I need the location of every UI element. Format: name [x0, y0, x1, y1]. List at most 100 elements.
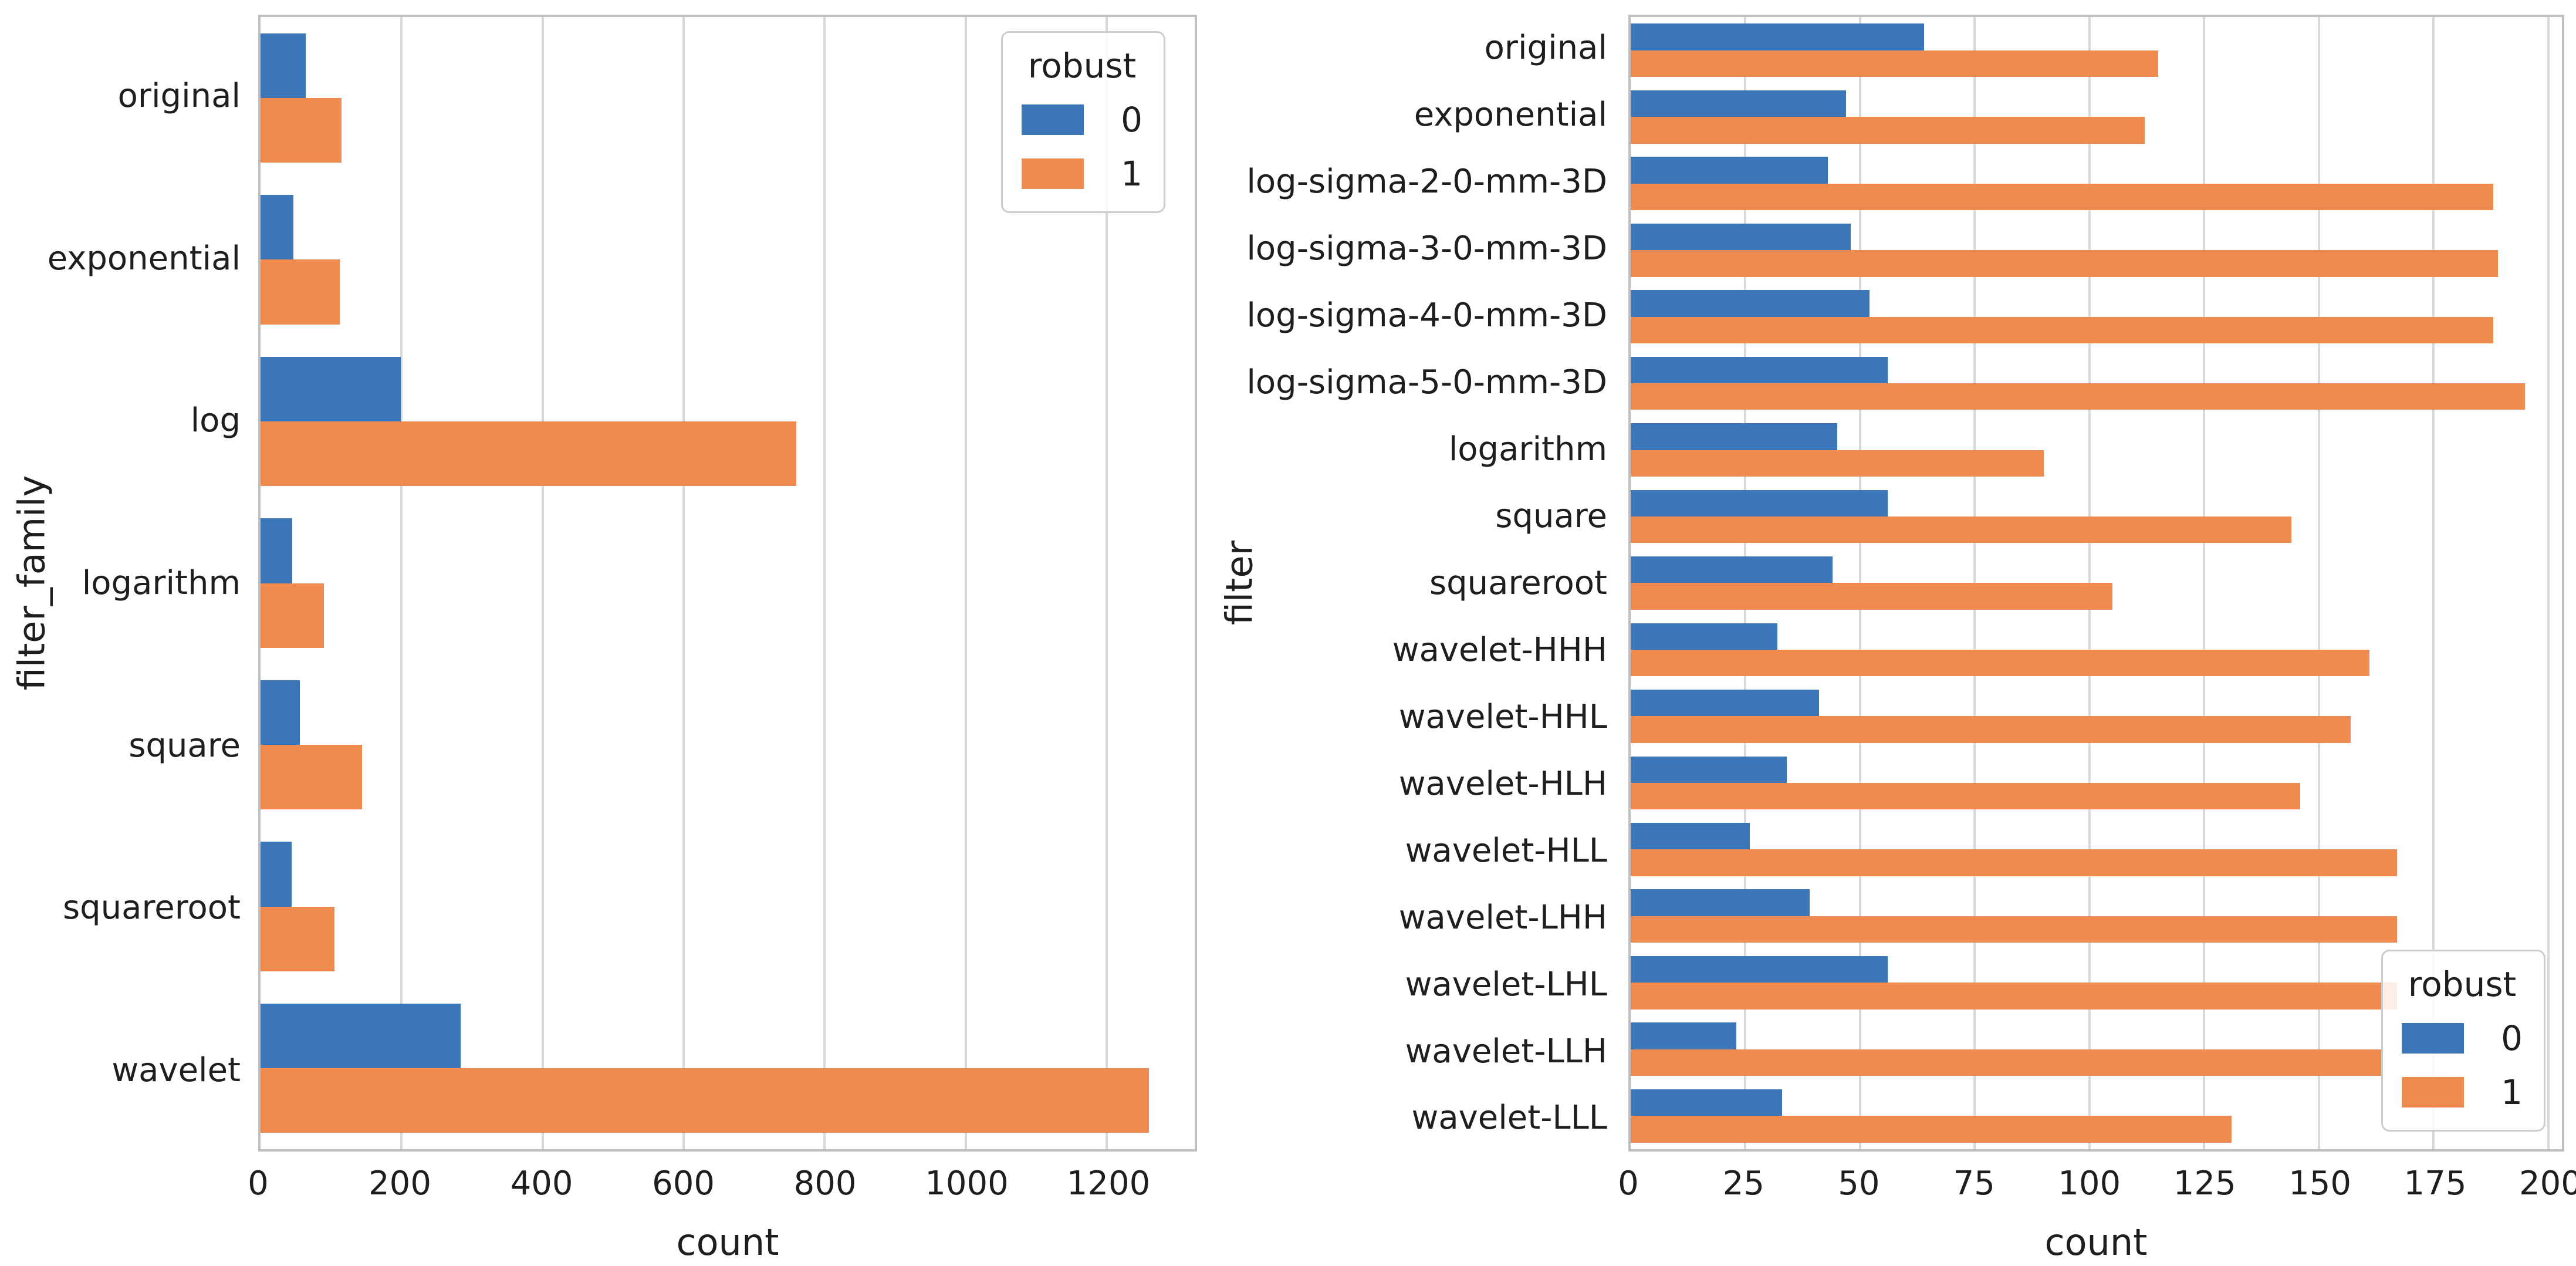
x-tick-label-175: 175	[2403, 1164, 2467, 1203]
category-label-log-sigma-4-0-mm-3D: log-sigma-4-0-mm-3D	[1246, 296, 1607, 335]
bar-squareroot-robust-0	[261, 842, 292, 907]
x-tick-label-1000: 1000	[925, 1164, 1009, 1203]
bar-wavelet-LLH-robust-1	[1631, 1049, 2384, 1076]
bar-square-robust-0	[1631, 489, 1888, 517]
legend: robust 0 1	[2381, 950, 2545, 1132]
x-tick-label-200: 200	[369, 1164, 431, 1203]
x-axis-ticks: 0 200 400 600 800 1000 1200	[248, 1164, 1197, 1207]
bar-log-sigma-3-0-mm-3D-robust-1	[1631, 250, 2498, 277]
category-row-original	[261, 17, 1195, 179]
category-label-square: square	[1495, 497, 1607, 536]
category-labels: original exponential log logarithm square squ…	[18, 15, 244, 1152]
category-label-wavelet-LHH: wavelet-LHH	[1398, 898, 1607, 937]
bar-exponential-robust-1	[1631, 117, 2145, 144]
bar-original-robust-1	[261, 97, 342, 163]
bar-square-robust-0	[261, 680, 300, 745]
category-label-squareroot: squareroot	[62, 889, 241, 927]
bar-exponential-robust-0	[1631, 90, 1847, 117]
bar-wavelet-HHL-robust-1	[1631, 716, 2351, 743]
bar-original-robust-0	[261, 33, 306, 98]
category-row-wavelet-LLL	[1631, 1083, 2562, 1149]
category-label-wavelet-HLH: wavelet-HLH	[1398, 764, 1607, 803]
x-tick-label-400: 400	[510, 1164, 573, 1203]
category-row-wavelet-HLH	[1631, 750, 2562, 816]
bar-wavelet-HHH-robust-0	[1631, 623, 1778, 650]
bar-wavelet-LLH-robust-0	[1631, 1022, 1736, 1049]
category-label-wavelet: wavelet	[111, 1051, 241, 1090]
bar-log-sigma-4-0-mm-3D-robust-1	[1631, 316, 2493, 343]
category-label-exponential: exponential	[1414, 96, 1607, 134]
bar-wavelet-robust-0	[261, 1004, 461, 1069]
category-label-wavelet-LLH: wavelet-LLH	[1405, 1032, 1607, 1071]
x-tick-label-0: 0	[1618, 1164, 1639, 1203]
bar-rows	[261, 17, 1195, 1149]
category-label-wavelet-HHH: wavelet-HHH	[1392, 630, 1607, 669]
legend-label: 0	[2501, 1018, 2523, 1058]
category-row-logarithm	[1631, 417, 2562, 483]
category-label-square: square	[129, 726, 241, 765]
gridline-150	[2317, 17, 2320, 1149]
x-tick-label-125: 125	[2173, 1164, 2236, 1203]
category-label-wavelet-HLL: wavelet-HLL	[1405, 831, 1607, 870]
bar-log-sigma-4-0-mm-3D-robust-0	[1631, 290, 1870, 317]
legend-entry-1: 1	[2402, 1072, 2523, 1112]
category-row-wavelet-LHL	[1631, 950, 2562, 1016]
category-row-square	[1631, 483, 2562, 549]
x-axis-ticks: 0 25 50 75 100 125 150 175 200	[1618, 1164, 2576, 1207]
category-label-wavelet-HHL: wavelet-HHL	[1398, 697, 1607, 736]
category-label-log-sigma-3-0-mm-3D: log-sigma-3-0-mm-3D	[1246, 229, 1607, 268]
category-label-log: log	[190, 401, 241, 440]
legend-entry-1: 1	[1022, 154, 1142, 194]
legend-label: 1	[1121, 154, 1142, 194]
legend-label: 0	[1121, 100, 1142, 140]
x-tick-label-800: 800	[793, 1164, 857, 1203]
bar-wavelet-HLH-robust-0	[1631, 756, 1787, 783]
bar-wavelet-LLL-robust-0	[1631, 1089, 1782, 1116]
bar-log-sigma-5-0-mm-3D-robust-0	[1631, 356, 1888, 384]
bar-log-sigma-2-0-mm-3D-robust-1	[1631, 183, 2493, 211]
category-row-squareroot	[1631, 550, 2562, 616]
bar-wavelet-HLH-robust-1	[1631, 782, 2301, 810]
bar-log-robust-0	[261, 356, 401, 421]
bar-exponential-robust-0	[261, 195, 294, 260]
gridline-200	[400, 17, 403, 1149]
x-tick-label-50: 50	[1838, 1164, 1880, 1203]
gridline-200	[2547, 17, 2550, 1149]
category-label-wavelet-LLL: wavelet-LLL	[1411, 1099, 1607, 1137]
category-row-log-sigma-2-0-mm-3D	[1631, 150, 2562, 217]
bar-logarithm-robust-1	[261, 583, 324, 648]
bar-wavelet-HHL-robust-0	[1631, 690, 1819, 717]
gridline-125	[2203, 17, 2206, 1149]
category-labels: original exponential log-sigma-2-0-mm-3D lo…	[1246, 15, 1611, 1152]
bar-squareroot-robust-1	[1631, 583, 2112, 610]
gridline-175	[2432, 17, 2435, 1149]
category-row-wavelet-LHH	[1631, 883, 2562, 949]
legend-swatch-blue	[2402, 1023, 2464, 1054]
category-row-logarithm	[261, 502, 1195, 664]
x-axis-title: count	[2044, 1221, 2148, 1264]
legend-swatch-orange	[1022, 158, 1084, 189]
bar-log-sigma-2-0-mm-3D-robust-0	[1631, 157, 1828, 184]
bar-rows	[1631, 17, 2562, 1149]
category-label-log-sigma-5-0-mm-3D: log-sigma-5-0-mm-3D	[1246, 363, 1607, 402]
category-label-logarithm: logarithm	[82, 564, 241, 603]
legend-entry-0: 0	[2402, 1018, 2523, 1058]
bar-logarithm-robust-0	[1631, 423, 1837, 450]
category-row-log-sigma-4-0-mm-3D	[1631, 283, 2562, 350]
category-label-wavelet-LHL: wavelet-LHL	[1405, 965, 1607, 1004]
category-row-original	[1631, 17, 2562, 83]
category-row-wavelet-HHH	[1631, 616, 2562, 683]
x-tick-label-75: 75	[1953, 1164, 1995, 1203]
category-label-logarithm: logarithm	[1448, 430, 1607, 469]
category-row-squareroot	[261, 826, 1195, 988]
category-label-original: original	[1484, 29, 1607, 67]
legend-swatch-orange	[2402, 1077, 2464, 1108]
category-label-log-sigma-2-0-mm-3D: log-sigma-2-0-mm-3D	[1246, 163, 1607, 201]
bar-wavelet-LHL-robust-0	[1631, 956, 1888, 983]
bar-logarithm-robust-0	[261, 518, 293, 583]
bar-wavelet-LHH-robust-1	[1631, 916, 2397, 943]
bar-wavelet-HLL-robust-0	[1631, 822, 1750, 850]
gridline-1000	[964, 17, 967, 1149]
gridline-800	[823, 17, 826, 1149]
